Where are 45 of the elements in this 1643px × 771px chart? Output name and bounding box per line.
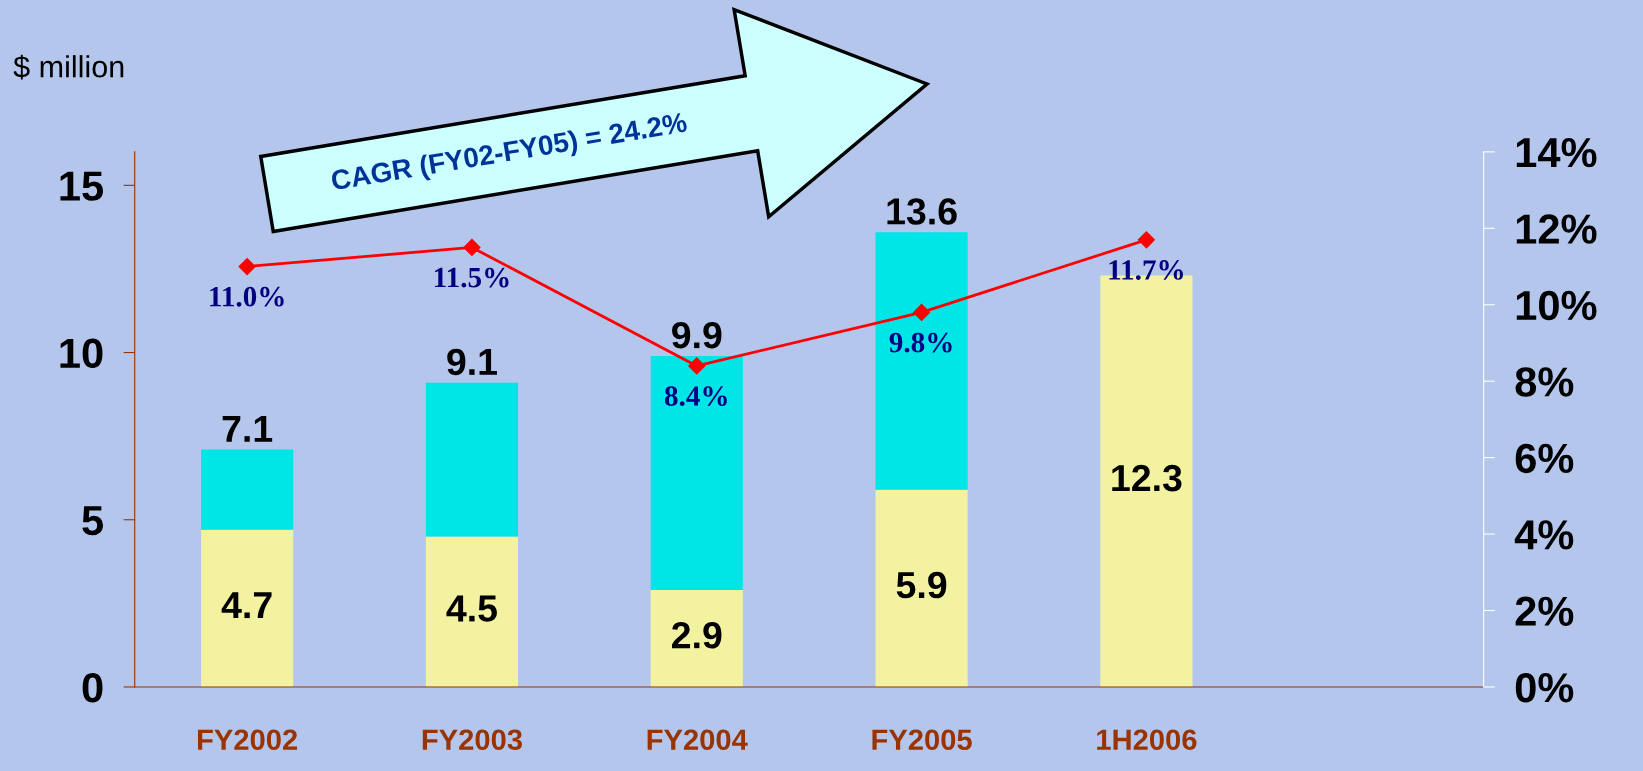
y2-tick-label: 0% (1515, 672, 1574, 703)
bar (875, 232, 968, 490)
data-label: 4.7 (221, 592, 272, 619)
data-label: 8.4% (664, 386, 727, 407)
point (463, 238, 481, 256)
y2-tick-label: 6% (1515, 443, 1574, 474)
bar (875, 489, 968, 687)
data-label: 4.5 (446, 595, 497, 622)
data-label: 11.0% (210, 286, 284, 307)
y2-tick-label: 12% (1516, 214, 1597, 244)
data-label: 11.7% (1109, 260, 1183, 280)
data-label: 5.9 (896, 571, 947, 599)
bar (650, 355, 743, 590)
data-label: 2.9 (672, 621, 722, 649)
point (913, 303, 931, 321)
data-label: 11.5% (434, 267, 509, 288)
bar (201, 449, 294, 530)
bar (201, 529, 294, 687)
total-label: 9.9 (672, 321, 722, 349)
y2-tick-label: 14% (1516, 137, 1597, 168)
y-tick-label: 0 (82, 672, 103, 703)
data-label: 12.3 (1112, 464, 1182, 492)
y-tick-label: 5 (82, 506, 104, 536)
x-tick-label: FY2003 (422, 729, 522, 751)
point (688, 357, 706, 375)
y2-tick-label: 8% (1515, 367, 1574, 397)
bar (650, 589, 743, 687)
x-tick-label: 1H2006 (1097, 729, 1197, 751)
y2-tick-label: 2% (1515, 596, 1574, 626)
total-label: 7.1 (222, 415, 273, 442)
data-label: 9.8% (889, 332, 952, 353)
x-tick-label: FY2002 (198, 729, 298, 751)
total-label: 13.6 (887, 198, 957, 225)
bar (425, 382, 519, 537)
x-tick-label: FY2005 (872, 729, 972, 751)
total-label: 9.1 (447, 348, 497, 376)
y-tick-label: 10 (60, 338, 103, 369)
y-axis-title: $ million (13, 54, 124, 80)
y-tick-label: 15 (60, 171, 104, 201)
point (1137, 231, 1155, 249)
y2-tick-label: 10% (1516, 290, 1597, 321)
y2-tick-label: 4% (1514, 520, 1574, 550)
bar (425, 536, 519, 687)
x-tick-label: FY2004 (647, 729, 748, 751)
point (238, 257, 256, 276)
